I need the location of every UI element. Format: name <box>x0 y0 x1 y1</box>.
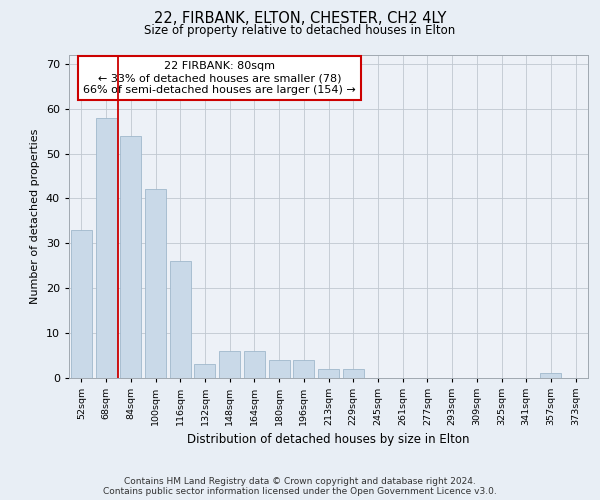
Bar <box>194 364 215 378</box>
Bar <box>145 190 166 378</box>
Bar <box>244 350 265 378</box>
Bar <box>269 360 290 378</box>
Text: 22 FIRBANK: 80sqm
← 33% of detached houses are smaller (78)
66% of semi-detached: 22 FIRBANK: 80sqm ← 33% of detached hous… <box>83 62 356 94</box>
Text: Contains HM Land Registry data © Crown copyright and database right 2024.
Contai: Contains HM Land Registry data © Crown c… <box>103 476 497 496</box>
Bar <box>541 373 562 378</box>
Bar <box>318 368 339 378</box>
Y-axis label: Number of detached properties: Number of detached properties <box>30 128 40 304</box>
Bar <box>343 368 364 378</box>
Text: 22, FIRBANK, ELTON, CHESTER, CH2 4LY: 22, FIRBANK, ELTON, CHESTER, CH2 4LY <box>154 11 446 26</box>
Text: Size of property relative to detached houses in Elton: Size of property relative to detached ho… <box>145 24 455 37</box>
X-axis label: Distribution of detached houses by size in Elton: Distribution of detached houses by size … <box>187 434 470 446</box>
Bar <box>95 118 116 378</box>
Bar <box>71 230 92 378</box>
Bar <box>170 261 191 378</box>
Bar <box>219 350 240 378</box>
Bar <box>120 136 141 378</box>
Bar <box>293 360 314 378</box>
